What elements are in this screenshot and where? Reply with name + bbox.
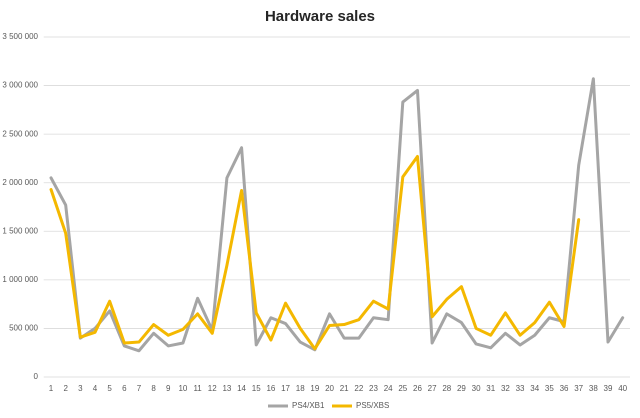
x-tick-label: 3 [78, 384, 83, 393]
x-tick-label: 34 [530, 384, 539, 393]
x-tick-label: 13 [222, 384, 231, 393]
x-tick-label: 24 [384, 384, 393, 393]
x-tick-label: 29 [457, 384, 466, 393]
x-tick-label: 35 [545, 384, 554, 393]
x-tick-label: 38 [589, 384, 598, 393]
x-tick-label: 36 [560, 384, 569, 393]
x-tick-label: 23 [369, 384, 378, 393]
x-tick-label: 16 [266, 384, 275, 393]
x-tick-label: 4 [93, 384, 98, 393]
y-tick-label: 3 000 000 [2, 81, 38, 90]
x-tick-label: 32 [501, 384, 510, 393]
x-tick-label: 11 [193, 384, 202, 393]
y-tick-label: 2 000 000 [2, 178, 38, 187]
x-tick-label: 28 [442, 384, 451, 393]
x-tick-label: 39 [604, 384, 613, 393]
x-tick-label: 17 [281, 384, 290, 393]
x-tick-label: 31 [486, 384, 495, 393]
x-tick-label: 12 [208, 384, 217, 393]
x-tick-label: 15 [252, 384, 261, 393]
x-tick-label: 26 [413, 384, 422, 393]
x-tick-label: 6 [122, 384, 127, 393]
y-tick-label: 2 500 000 [2, 129, 38, 138]
legend-label: PS5/XBS [356, 401, 389, 410]
x-tick-label: 5 [107, 384, 112, 393]
x-tick-label: 10 [178, 384, 187, 393]
x-tick-label: 33 [516, 384, 525, 393]
y-tick-label: 500 000 [9, 324, 38, 333]
x-tick-label: 40 [618, 384, 627, 393]
x-tick-label: 30 [472, 384, 481, 393]
legend-label: PS4/XB1 [292, 401, 325, 410]
x-tick-label: 19 [310, 384, 319, 393]
x-tick-label: 18 [296, 384, 305, 393]
series-line [49, 154, 581, 351]
x-tick-label: 2 [63, 384, 68, 393]
x-tick-label: 1 [49, 384, 54, 393]
y-tick-label: 1 000 000 [2, 275, 38, 284]
x-tick-label: 21 [340, 384, 349, 393]
x-tick-label: 37 [574, 384, 583, 393]
x-tick-label: 25 [398, 384, 407, 393]
x-tick-label: 22 [354, 384, 363, 393]
y-tick-label: 1 500 000 [2, 226, 38, 235]
x-tick-label: 8 [151, 384, 156, 393]
y-tick-label: 0 [34, 372, 39, 381]
x-tick-label: 14 [237, 384, 246, 393]
x-tick-label: 9 [166, 384, 171, 393]
x-tick-label: 7 [137, 384, 142, 393]
chart-title: Hardware sales [265, 8, 375, 25]
x-tick-label: 27 [428, 384, 437, 393]
y-tick-label: 3 500 000 [2, 32, 38, 41]
x-tick-label: 20 [325, 384, 334, 393]
